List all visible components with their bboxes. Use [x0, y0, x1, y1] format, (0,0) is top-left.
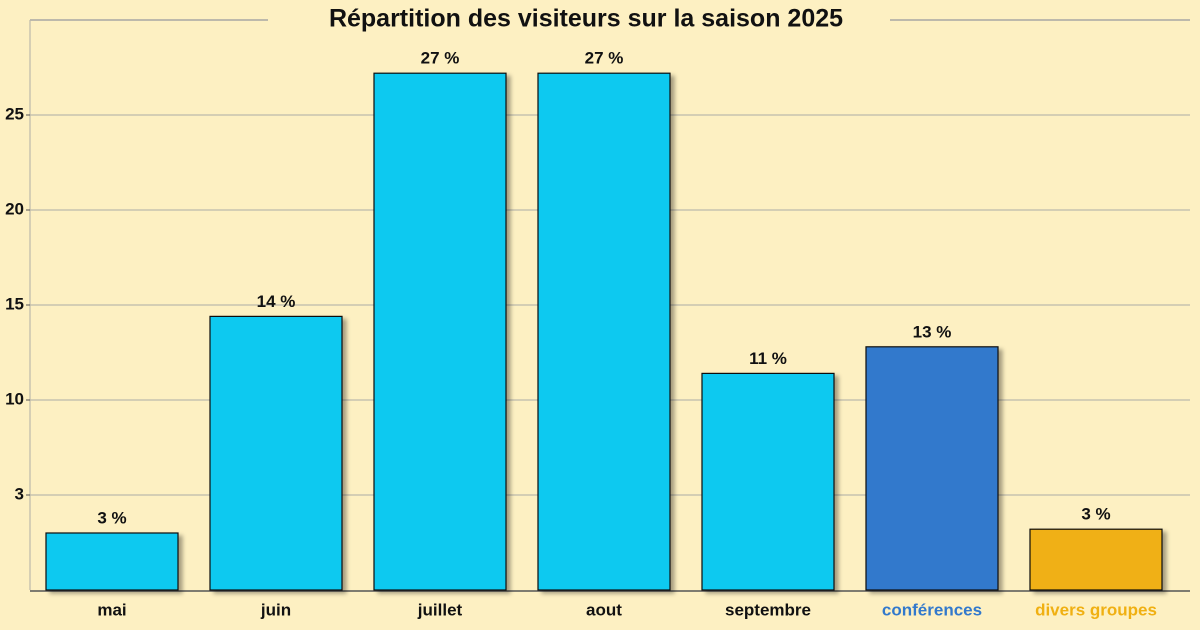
x-tick-label: juillet — [417, 600, 463, 619]
bar — [373, 72, 507, 591]
value-label: 11 % — [749, 349, 787, 368]
value-label: 13 % — [913, 322, 952, 341]
value-label: 3 % — [97, 508, 126, 527]
value-label: 27 % — [585, 49, 624, 68]
x-tick-label: mai — [97, 600, 126, 619]
bar — [209, 315, 343, 591]
bar — [1029, 528, 1163, 591]
x-tick-label: aout — [586, 600, 622, 619]
value-label: 3 % — [1081, 505, 1110, 524]
value-label: 27 % — [421, 49, 460, 68]
chart-title: Répartition des visiteurs sur la saison … — [329, 5, 843, 33]
x-tick-label: conférences — [882, 600, 982, 619]
y-tick-label: 3 — [15, 484, 24, 503]
y-tick-label: 25 — [5, 104, 24, 123]
bar — [865, 346, 999, 591]
y-tick-label: 15 — [5, 294, 24, 313]
y-tick-label: 10 — [5, 389, 24, 408]
value-label: 14 % — [257, 292, 296, 311]
x-tick-label: septembre — [725, 600, 811, 619]
x-tick-label: juin — [260, 600, 291, 619]
bar — [45, 532, 179, 591]
bar — [701, 372, 835, 591]
y-tick-label: 20 — [5, 199, 24, 218]
bar — [537, 72, 671, 591]
x-tick-label: divers groupes — [1035, 600, 1157, 619]
